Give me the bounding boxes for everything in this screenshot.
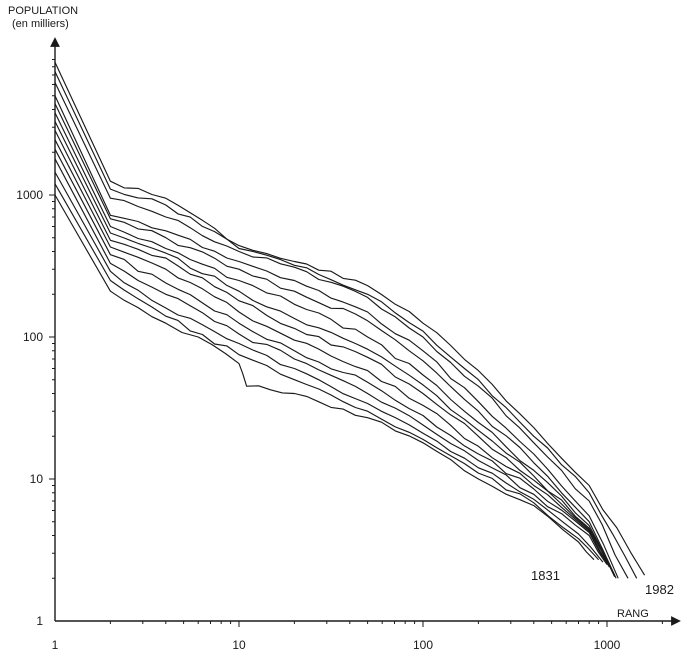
series-line-1901 bbox=[54, 121, 616, 576]
series-line-1975 bbox=[54, 71, 638, 579]
y-tick-label: 100 bbox=[23, 330, 43, 344]
series-line-1861 bbox=[54, 158, 608, 565]
y-axis-label-line2: (en milliers) bbox=[12, 18, 69, 30]
series-line-1962 bbox=[54, 82, 629, 579]
y-axis-label-line1: POPULATION bbox=[8, 5, 78, 17]
y-tick-label: 10 bbox=[30, 472, 44, 486]
x-axis-label: RANG bbox=[617, 608, 649, 620]
y-ticks: 1 10 100 1000 bbox=[16, 58, 55, 628]
series-line-1872 bbox=[54, 148, 610, 568]
series-line-1881 bbox=[54, 139, 613, 570]
y-tick-label: 1 bbox=[36, 614, 43, 628]
series-line-1982 bbox=[54, 62, 646, 576]
x-tick-label: 1000 bbox=[594, 638, 621, 652]
x-tick-label: 100 bbox=[413, 638, 433, 652]
x-tick-label: 10 bbox=[232, 638, 246, 652]
series-line-1926 bbox=[54, 103, 617, 579]
series-line-1841 bbox=[54, 183, 600, 561]
y-tick-label: 1000 bbox=[16, 188, 43, 202]
series-line-1891 bbox=[54, 130, 614, 573]
axes bbox=[50, 37, 681, 626]
x-tick-label: 1 bbox=[52, 638, 59, 652]
x-ticks: 1 10 100 1000 bbox=[52, 621, 663, 652]
series-line-1831 bbox=[54, 194, 595, 561]
annotation-1982: 1982 bbox=[645, 582, 674, 597]
series-line-1851 bbox=[54, 171, 604, 563]
series-line-1911 bbox=[54, 112, 616, 577]
series-lines bbox=[54, 62, 646, 579]
annotation-1831: 1831 bbox=[531, 568, 560, 583]
series-line-1946 bbox=[54, 95, 619, 579]
